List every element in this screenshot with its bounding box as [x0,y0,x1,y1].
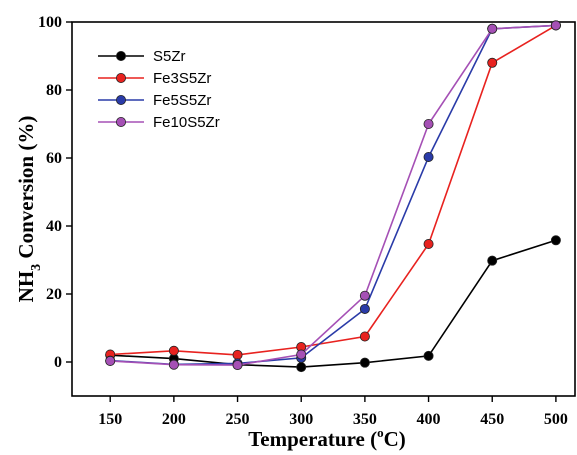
x-tick-label: 400 [417,411,441,428]
y-tick-label: 0 [54,354,62,371]
data-point [487,23,498,34]
data-point [423,239,434,250]
data-point [359,303,370,314]
x-tick-label: 450 [480,411,504,428]
x-tick-label: 150 [98,411,122,428]
legend-marker [116,51,127,62]
legend: S5Zr Fe3S5Zr Fe5S5Zr Fe10S5Zr [98,48,220,131]
data-point [423,350,434,361]
legend-label: Fe10S5Zr [153,114,220,131]
legend-label: Fe5S5Zr [153,92,211,109]
x-axis: 150 200 250 300 350 400 450 500 [98,396,568,428]
legend-item: S5Zr [98,48,186,65]
legend-item: Fe3S5Zr [98,70,211,87]
data-point [550,20,561,31]
data-point [296,349,307,360]
y-tick-label: 60 [46,150,62,167]
series-line [110,239,557,368]
x-axis-title: Temperature (oC) [248,425,406,451]
legend-marker [116,73,127,84]
y-axis: 0 20 40 60 80 100 [38,14,72,371]
data-point [105,355,116,366]
series-line [110,24,557,356]
y-axis-title: NH3 Conversion (%) [14,116,44,303]
data-point [232,349,243,360]
plot-border [71,21,576,397]
y-tick-label: 100 [38,14,62,31]
plot-frame [71,21,576,397]
series-Fe3S5Zr [105,20,561,360]
legend-item: Fe5S5Zr [98,92,211,109]
y-tick-label: 40 [46,218,62,235]
legend-marker [116,117,127,128]
x-tick-label: 200 [162,411,186,428]
data-point [423,151,434,162]
data-point [487,57,498,68]
data-point [232,360,243,371]
y-tick-label: 20 [46,286,62,303]
data-point [487,255,498,266]
data-point [359,331,370,342]
legend-marker [116,95,127,106]
x-tick-label: 500 [544,411,568,428]
data-point [359,357,370,368]
series-layer [105,20,561,373]
x-tick-label: 250 [226,411,250,428]
x-tick-label: 350 [353,411,377,428]
y-tick-label: 80 [46,82,62,99]
data-point [296,362,307,373]
legend-label: S5Zr [153,48,186,65]
legend-label: Fe3S5Zr [153,70,211,87]
series-line [110,24,556,366]
x-tick-label: 300 [289,411,313,428]
data-point [423,119,434,130]
data-point [359,290,370,301]
legend-item: Fe10S5Zr [98,114,220,131]
data-point [168,345,179,356]
data-point [550,235,561,246]
data-point [168,359,179,370]
series-Fe10S5Zr [105,20,561,371]
